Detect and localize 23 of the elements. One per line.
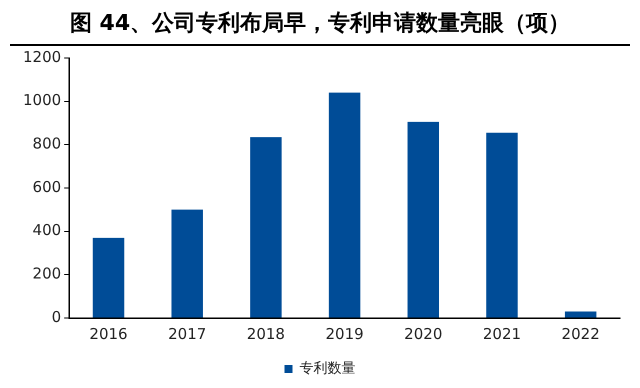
x-tick-label: 2018 xyxy=(246,324,285,343)
bar xyxy=(408,122,440,318)
x-tick-label: 2019 xyxy=(325,324,364,343)
bar xyxy=(171,210,203,318)
y-tick-label: 1000 xyxy=(22,91,62,110)
x-tick-label: 2016 xyxy=(89,324,128,343)
x-tick-label: 2020 xyxy=(404,324,442,343)
bar xyxy=(250,137,282,318)
y-tick-label: 400 xyxy=(32,221,62,240)
bar xyxy=(486,132,518,318)
y-tick-label: 200 xyxy=(32,264,62,283)
x-tick-label: 2017 xyxy=(168,324,206,343)
x-tick-label: 2021 xyxy=(482,324,522,343)
y-tick-label: 800 xyxy=(32,134,62,153)
y-tick-label: 1200 xyxy=(22,48,62,66)
chart-title: 图 44、公司专利布局早，专利申请数量亮眼（项） xyxy=(10,2,630,46)
y-tick-label: 600 xyxy=(32,178,62,196)
y-tick-label: 0 xyxy=(52,308,62,326)
legend-label: 专利数量 xyxy=(300,360,356,377)
bar xyxy=(564,312,596,318)
x-tick-label: 2022 xyxy=(562,324,600,343)
bar xyxy=(328,92,360,318)
bar xyxy=(92,238,124,318)
